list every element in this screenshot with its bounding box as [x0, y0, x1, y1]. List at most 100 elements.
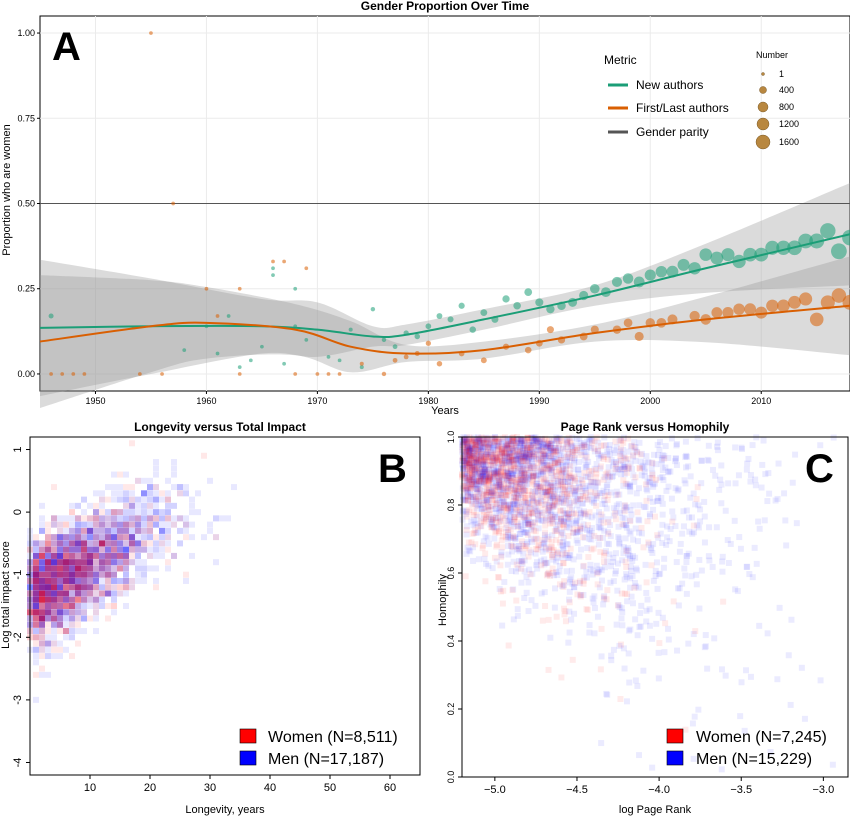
panel-b-point: [147, 490, 153, 496]
panel-b-point: [99, 547, 105, 553]
panel-c-point: [618, 615, 624, 621]
panel-b-point: [123, 572, 129, 578]
panel-c-point: [669, 435, 675, 441]
panel-b-point: [117, 590, 123, 596]
panel-b-point: [93, 590, 99, 596]
panel-c-point: [660, 512, 666, 518]
panel-b-point: [45, 590, 51, 596]
panel-c-point: [526, 554, 532, 560]
panel-c-point: [542, 589, 548, 595]
panel-c-point: [604, 541, 610, 547]
new-authors-point: [535, 298, 543, 306]
panel-b-point: [81, 572, 87, 578]
panel-b-point: [63, 597, 69, 603]
panel-b-point: [39, 616, 45, 622]
panel-c-point: [718, 462, 724, 468]
panel-b-point: [87, 584, 93, 590]
new-authors-point: [469, 326, 476, 333]
panel-b-point: [129, 490, 135, 496]
panel-b-point: [183, 528, 189, 534]
panel-c-point: [575, 540, 581, 546]
panel-b-point: [171, 553, 177, 559]
panel-a-title: Gender Proportion Over Time: [361, 0, 530, 13]
panel-b-point: [45, 653, 51, 659]
panel-c-point: [783, 542, 789, 548]
new-authors-point: [271, 266, 275, 270]
panel-b-point: [51, 616, 57, 622]
panel-a-ytick-label: 0.00: [17, 369, 35, 379]
panel-b-point: [69, 609, 75, 615]
panel-b-point: [93, 565, 99, 571]
panel-b-point: [39, 647, 45, 653]
panel-b-point: [81, 628, 87, 634]
panel-c-point: [620, 521, 626, 527]
panel-b-point: [111, 578, 117, 584]
panel-b-legend-women: Women (N=8,511): [268, 729, 398, 746]
panel-c-point: [630, 600, 636, 606]
panel-b-point: [105, 590, 111, 596]
panel-b-point: [75, 528, 81, 534]
panel-b-point: [63, 559, 69, 565]
panel-b-point: [129, 497, 135, 503]
first-last-authors-point: [271, 260, 275, 264]
panel-b-point: [123, 603, 129, 609]
panel-b-point: [111, 534, 117, 540]
panel-c-point: [496, 574, 502, 580]
panel-c-point: [595, 480, 601, 486]
panel-c-point: [775, 496, 781, 502]
panel-c-point: [666, 637, 672, 643]
panel-b-point: [159, 534, 165, 540]
panel-c-point: [618, 642, 624, 648]
panel-b-point: [135, 497, 141, 503]
first-last-authors-point: [238, 287, 242, 291]
panel-b-point: [93, 509, 99, 515]
panel-b-point: [57, 641, 63, 647]
panel-b-point: [81, 534, 87, 540]
panel-c-point: [781, 490, 787, 496]
panel-c-point: [638, 623, 644, 629]
panel-b-point: [189, 534, 195, 540]
panel-b-point: [81, 553, 87, 559]
panel-c-point: [567, 576, 573, 582]
panel-b-point: [135, 553, 141, 559]
panel-b-point: [105, 509, 111, 515]
panel-c-point: [715, 447, 721, 453]
panel-b-point: [69, 540, 75, 546]
panel-b-point: [111, 528, 117, 534]
panel-c-point: [649, 550, 655, 556]
panel-c-point: [710, 467, 716, 473]
panel-c-point: [624, 598, 630, 604]
panel-b-point: [51, 653, 57, 659]
panel-c-point: [654, 559, 660, 565]
panel-b-point: [69, 634, 75, 640]
first-last-authors-point: [525, 347, 532, 354]
first-last-authors-point: [60, 372, 64, 376]
panel-c-point: [587, 474, 593, 480]
panel-c-point: [684, 507, 690, 513]
panel-c-point: [528, 571, 534, 577]
panel-b-point: [87, 565, 93, 571]
panel-b-point: [81, 609, 87, 615]
panel-b-point: [111, 609, 117, 615]
panel-c-point: [667, 538, 673, 544]
panel-b-point: [117, 522, 123, 528]
panel-b-point: [141, 515, 147, 521]
panel-b-point: [57, 572, 63, 578]
panel-b-point: [81, 522, 87, 528]
panel-b-point: [165, 478, 171, 484]
panel-b-point: [99, 584, 105, 590]
panel-b-point: [45, 584, 51, 590]
panel-b-point: [39, 547, 45, 553]
panel-c-point: [526, 521, 532, 527]
panel-b-point: [45, 528, 51, 534]
panel-c-point: [667, 469, 673, 475]
panel-c-point: [732, 586, 738, 592]
panel-b-point: [33, 641, 39, 647]
panel-b-point: [183, 484, 189, 490]
panel-b-point: [99, 565, 105, 571]
panel-b-point: [177, 490, 183, 496]
new-authors-point: [721, 248, 734, 261]
panel-c-point: [694, 581, 700, 587]
new-authors-point: [182, 348, 186, 352]
